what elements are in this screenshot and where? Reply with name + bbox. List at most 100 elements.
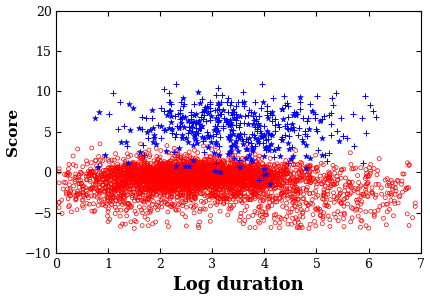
Point xyxy=(204,168,211,173)
Point xyxy=(121,185,128,190)
Point xyxy=(204,181,211,186)
Point xyxy=(236,179,243,184)
Point xyxy=(174,194,181,199)
Point xyxy=(170,170,177,175)
Point xyxy=(170,164,177,169)
Point xyxy=(86,172,93,176)
Point xyxy=(197,168,203,172)
Point xyxy=(242,194,249,198)
Point xyxy=(163,163,170,168)
Point xyxy=(289,216,296,221)
Point xyxy=(148,184,155,188)
Point xyxy=(248,170,255,175)
Point xyxy=(274,171,281,176)
Point xyxy=(222,173,229,178)
Point xyxy=(147,165,154,170)
Point xyxy=(106,188,113,193)
Point xyxy=(256,174,263,179)
Point xyxy=(222,176,229,180)
Point xyxy=(254,169,261,174)
Point xyxy=(203,157,210,162)
Point xyxy=(198,169,205,174)
Point xyxy=(240,173,247,178)
Point xyxy=(204,178,211,183)
Point xyxy=(291,195,298,200)
Point xyxy=(233,178,240,183)
Point xyxy=(224,134,231,139)
Point xyxy=(66,172,73,177)
Point xyxy=(177,171,184,176)
Point xyxy=(146,186,153,191)
Point xyxy=(216,175,223,179)
Point xyxy=(196,126,203,131)
Point xyxy=(316,118,323,123)
Point xyxy=(394,178,401,183)
Point xyxy=(176,166,183,171)
Point xyxy=(187,182,194,187)
Point xyxy=(129,161,136,166)
Point xyxy=(190,177,197,182)
Point xyxy=(201,167,208,171)
Point xyxy=(235,190,242,195)
Point xyxy=(243,176,249,180)
Point xyxy=(283,158,289,163)
Point xyxy=(154,175,161,180)
Point xyxy=(214,191,221,196)
Point xyxy=(216,181,223,185)
Point xyxy=(101,154,108,159)
Point xyxy=(122,178,129,183)
Point xyxy=(183,176,190,180)
Point xyxy=(223,180,230,184)
Point xyxy=(277,191,284,196)
Point xyxy=(170,188,177,193)
Point xyxy=(219,180,226,185)
Point xyxy=(260,134,267,139)
Point xyxy=(176,192,183,197)
Point xyxy=(79,198,86,203)
Point xyxy=(228,176,235,181)
Point xyxy=(264,164,271,169)
Point xyxy=(178,171,184,176)
Point xyxy=(325,176,332,181)
Point xyxy=(166,172,173,177)
Point xyxy=(101,190,108,195)
Point xyxy=(292,215,299,220)
Point xyxy=(212,174,219,179)
Point xyxy=(148,179,155,184)
Point xyxy=(267,142,274,146)
Point xyxy=(291,179,298,184)
Point xyxy=(119,202,126,207)
Point xyxy=(192,111,199,116)
Point xyxy=(166,176,173,180)
Point xyxy=(273,212,280,217)
Point xyxy=(238,177,245,182)
Point xyxy=(362,174,369,179)
Point xyxy=(88,170,95,175)
Point xyxy=(219,178,226,183)
Point xyxy=(164,176,171,181)
Point xyxy=(227,183,234,188)
Point xyxy=(106,192,113,197)
Point xyxy=(271,178,278,183)
Point xyxy=(163,179,170,184)
Point xyxy=(262,137,269,142)
Point xyxy=(294,187,301,191)
Point xyxy=(169,164,175,169)
Point xyxy=(146,210,153,215)
Point xyxy=(182,185,189,190)
Point xyxy=(221,170,228,175)
Point xyxy=(289,181,296,185)
Point xyxy=(199,172,206,177)
Point xyxy=(186,150,193,154)
Point xyxy=(239,169,246,174)
Point xyxy=(376,204,383,209)
Point xyxy=(137,170,144,175)
Point xyxy=(258,135,265,140)
Point xyxy=(92,174,99,178)
Point xyxy=(347,190,354,195)
Point xyxy=(118,176,125,180)
Point xyxy=(76,181,83,186)
Point xyxy=(103,181,110,186)
Point xyxy=(123,183,130,188)
Point xyxy=(200,172,207,176)
